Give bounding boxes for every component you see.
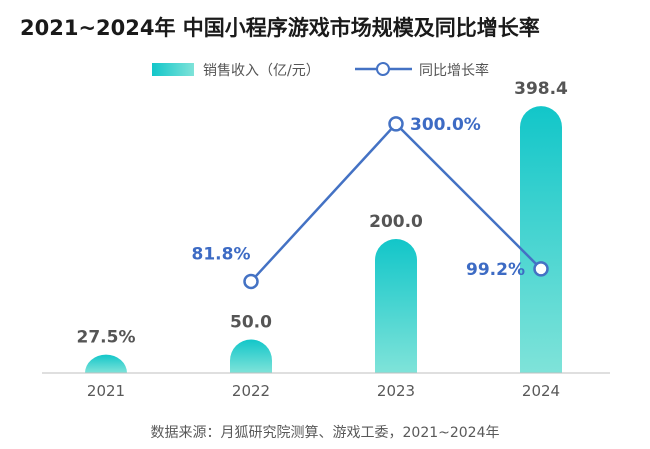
x-tick-label-2023: 2023 (377, 382, 415, 400)
growth-value-label-2023: 300.0% (410, 115, 481, 135)
x-tick-label-2022: 2022 (232, 382, 270, 400)
bar-value-label-2024: 398.4 (514, 79, 568, 99)
bar-value-label-2021: 27.5% (77, 328, 136, 348)
growth-value-label-2022: 81.8% (192, 244, 251, 264)
growth-point-2022 (243, 273, 259, 290)
x-tick-label-2024: 2024 (522, 382, 560, 400)
growth-labels: 81.8% 300.0% 99.2% (192, 115, 525, 280)
x-ticks: 2021 2022 2023 2024 (87, 382, 560, 400)
bar-labels: 27.5% 50.0 200.0 398.4 (77, 79, 569, 347)
legend-label-revenue: 销售收入（亿/元） (203, 63, 320, 79)
growth-line (243, 116, 549, 290)
legend: 销售收入（亿/元） 同比增长率 (152, 62, 489, 79)
bars (85, 106, 562, 374)
legend-label-growth: 同比增长率 (419, 62, 489, 79)
bar-value-label-2022: 50.0 (230, 313, 272, 333)
growth-value-label-2024: 99.2% (466, 260, 525, 280)
x-tick-label-2021: 2021 (87, 382, 125, 400)
bar-2022 (230, 339, 272, 373)
bar-2024 (520, 106, 562, 374)
growth-point-2024 (533, 261, 549, 277)
bar-2021 (85, 354, 127, 373)
growth-point-2023 (388, 116, 404, 132)
bar-2023 (375, 239, 417, 373)
legend-swatch-revenue (152, 63, 194, 76)
bar-value-label-2023: 200.0 (369, 212, 423, 232)
source-note: 数据来源：月狐研究院测算、游戏工委，2021~2024年 (151, 425, 500, 441)
legend-marker-growth (376, 62, 390, 76)
chart-title: 2021~2024年 中国小程序游戏市场规模及同比增长率 (20, 16, 540, 40)
